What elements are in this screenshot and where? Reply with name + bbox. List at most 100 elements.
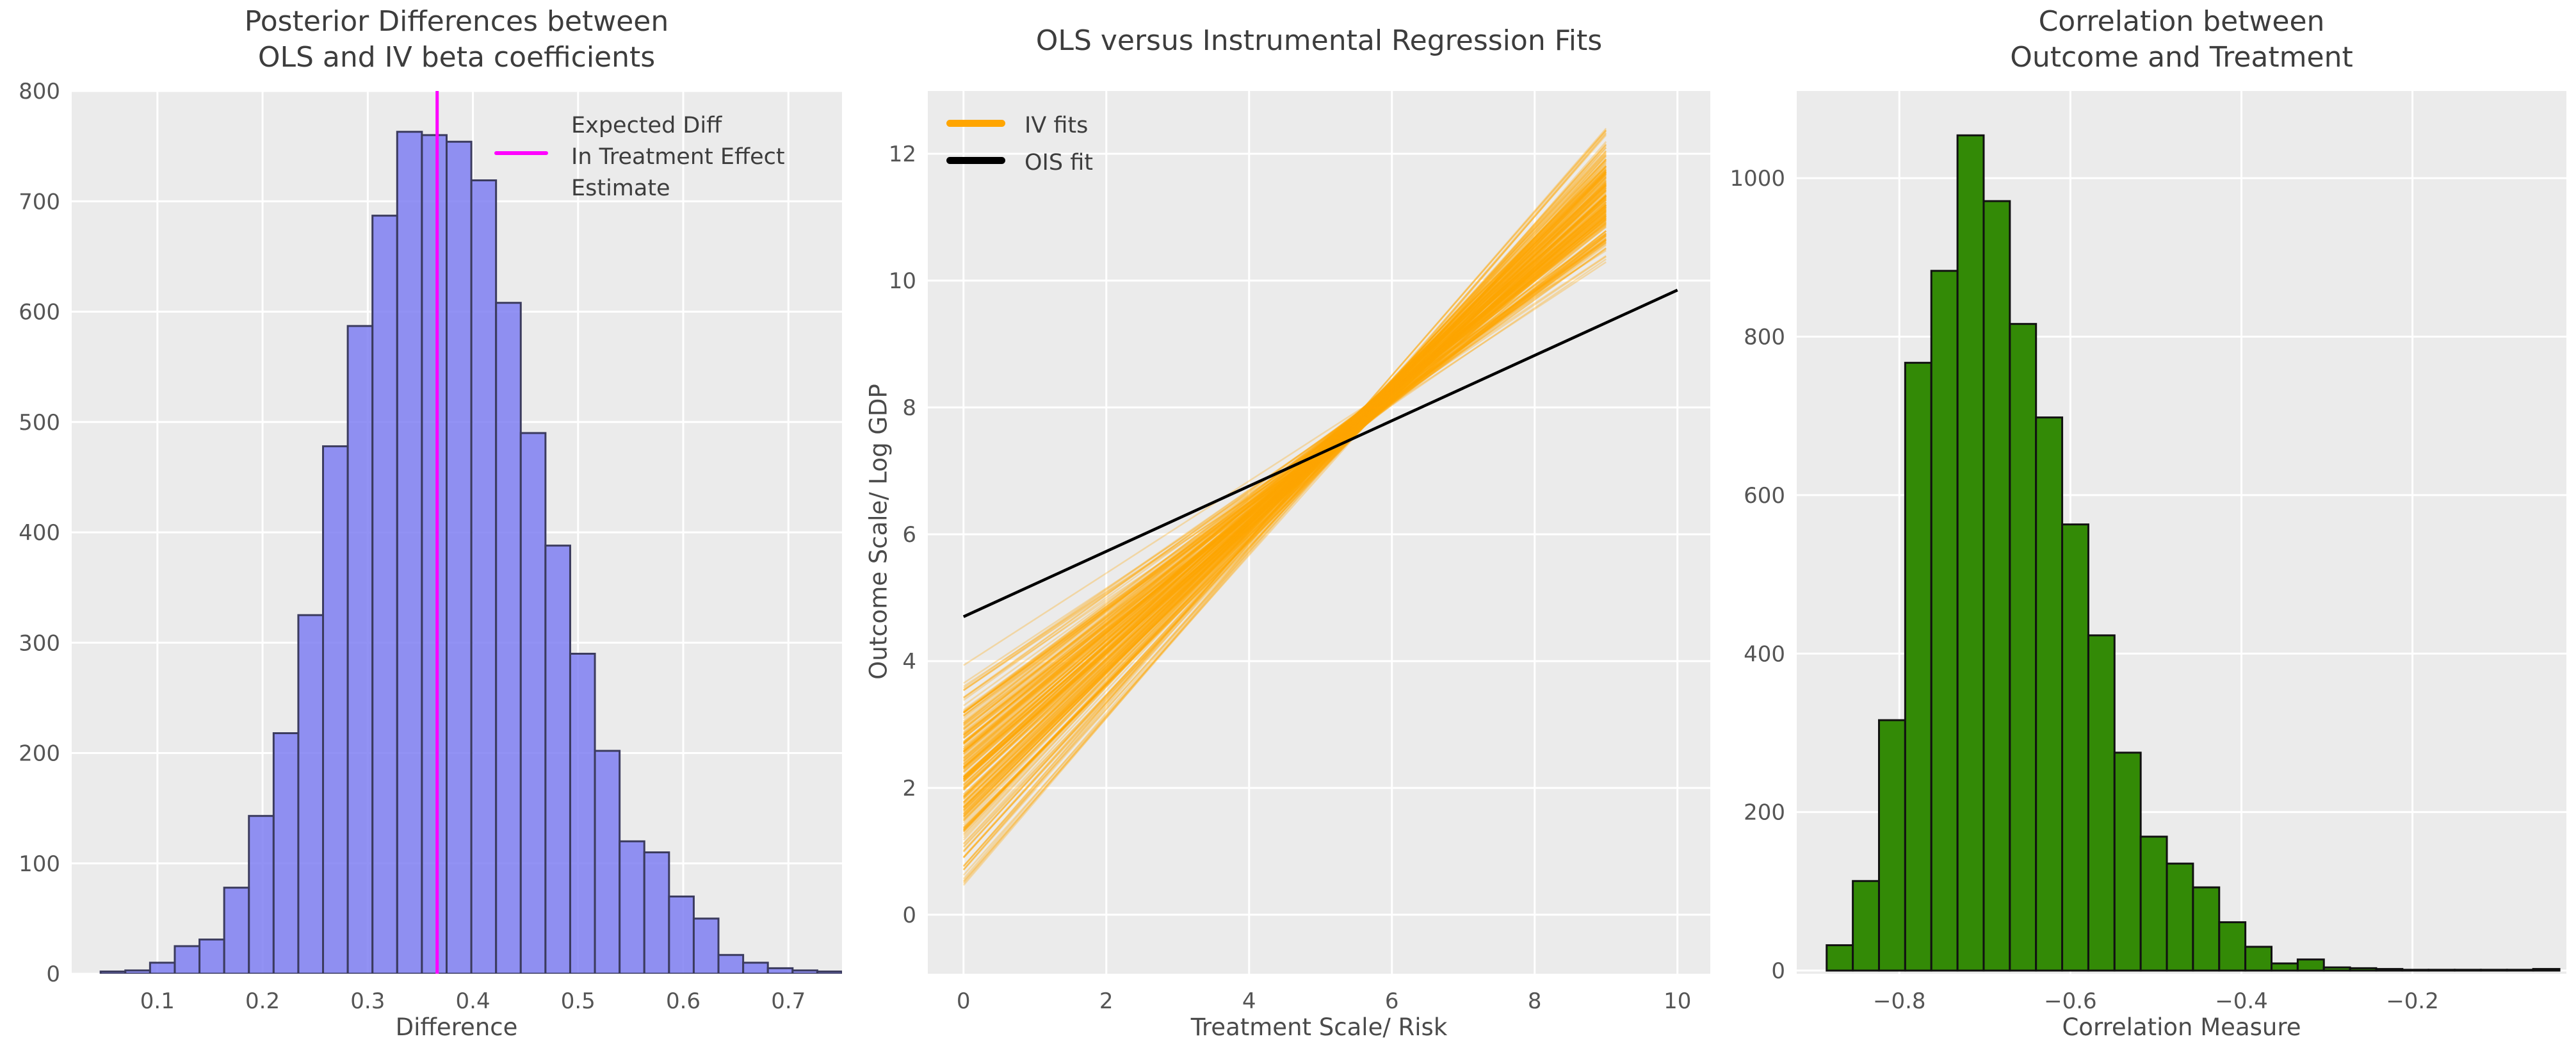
histogram-bar [619,840,645,974]
x-tick-label: 4 [1242,988,1256,1014]
iv-fit-line [962,171,1607,813]
iv-fit-line [963,235,1607,714]
iv-fit-line [962,206,1607,761]
iv-fit-line [962,186,1607,798]
histogram-bar [174,945,201,974]
histogram-bar [421,134,448,974]
iv-fit-line [962,183,1607,779]
iv-fit-line [963,241,1607,714]
iv-fit-line [963,233,1607,700]
iv-fit-line [963,256,1607,691]
iv-fit-line [962,233,1607,739]
iv-fit-line [962,184,1607,789]
iv-fit-line [962,210,1607,753]
iv-fit-line [962,201,1607,780]
iv-fit-line [962,230,1607,748]
y-tick-label: 600 [1744,483,1785,509]
iv-fit-line [962,176,1607,809]
histogram-bar [2375,968,2404,972]
iv-fit-line [962,154,1607,876]
iv-fit-line [962,129,1607,867]
iv-fit-line [962,177,1607,787]
y-tick-label: 300 [19,630,60,656]
iv-fit-line [962,190,1607,799]
iv-fit-line [962,167,1607,822]
iv-fit-line [963,247,1607,714]
histogram-bar [2061,523,2089,972]
iv-fit-line [962,224,1607,725]
histogram-bar [1826,944,1854,972]
iv-fit-line [962,215,1607,770]
left-chart-title: Posterior Differences between OLS and IV… [244,5,669,74]
iv-fit-line [962,160,1607,858]
iv-fit-line [962,199,1607,751]
iv-fit-line [962,135,1607,871]
iv-fit-line [962,204,1607,772]
iv-fit-line [962,222,1607,734]
iv-fit-line [962,209,1607,752]
iv-fits-legend-label: IV fits [1025,113,1089,138]
posterior-differences-bars [99,131,842,974]
histogram-bar [2349,967,2378,972]
iv-fit-line [962,165,1607,832]
iv-fit-line [962,218,1607,725]
posterior-differences-tick-labels: 0.1 0.2 0.3 0.4 0.5 0.6 0.7 0 100 200 300 400 500 600… [19,79,806,1014]
iv-fit-line [962,208,1607,764]
histogram-bar [124,969,151,974]
iv-fit-line [962,190,1607,769]
iv-fit-line [962,190,1607,773]
histogram-bar [322,445,349,974]
histogram-bar [594,750,621,974]
iv-fit-line [962,174,1607,808]
iv-fit-line [962,179,1607,791]
iv-fit-line [962,214,1607,734]
iv-fit-line [962,211,1607,750]
iv-fit-line [962,206,1607,789]
iv-fit-line [962,225,1607,750]
iv-fit-line [962,195,1607,789]
iv-fit-line [962,197,1607,780]
x-tick-label: −0.2 [2386,988,2439,1014]
iv-fit-line [962,170,1607,821]
right-xaxis-label: Correlation Measure [2062,1013,2301,1041]
iv-fit-line [962,158,1607,839]
histogram-bar [2401,969,2430,972]
histogram-bar [149,962,176,974]
iv-fit-line [962,181,1607,798]
iv-fit-line [962,188,1607,799]
y-tick-label: 500 [19,410,60,436]
iv-fit-line [962,169,1607,817]
iv-fit-line [962,165,1607,815]
iv-fit-line [962,220,1607,759]
iv-fit-line [962,208,1607,769]
iv-fit-line [962,158,1607,867]
iv-fit-line [963,247,1607,714]
y-tick-label: 100 [19,851,60,877]
correlation-tick-labels: −0.8 −0.6 −0.4 −0.2 0 200 400 600 800 1000 [1729,166,2438,1014]
iv-fit-line [962,168,1607,824]
iv-fit-line [962,204,1607,771]
iv-fit-line [962,213,1607,779]
histogram-bar [2479,969,2508,972]
iv-fit-line [962,197,1607,763]
iv-fit-line [963,243,1607,711]
iv-fit-line [962,212,1607,755]
iv-fit-line [962,165,1607,814]
iv-fit-line [963,240,1607,691]
histogram-bar [717,954,745,974]
iv-fit-line [962,209,1607,769]
histogram-bar [2166,862,2194,972]
iv-fit-line [962,230,1607,746]
iv-fit-line [962,182,1607,791]
iv-fit-line [962,213,1607,753]
iv-fit-line [962,204,1607,745]
iv-fit-line [962,193,1607,795]
iv-fit-line [962,204,1607,756]
x-tick-label: 8 [1528,988,1542,1014]
histogram-bar [470,179,498,974]
iv-fit-line [962,211,1607,780]
left-legend-label: Expected Diff In Treatment Effect Estima… [571,113,785,201]
iv-fit-line [963,240,1607,712]
iv-fit-line [963,238,1607,717]
iv-fit-line [962,195,1607,808]
